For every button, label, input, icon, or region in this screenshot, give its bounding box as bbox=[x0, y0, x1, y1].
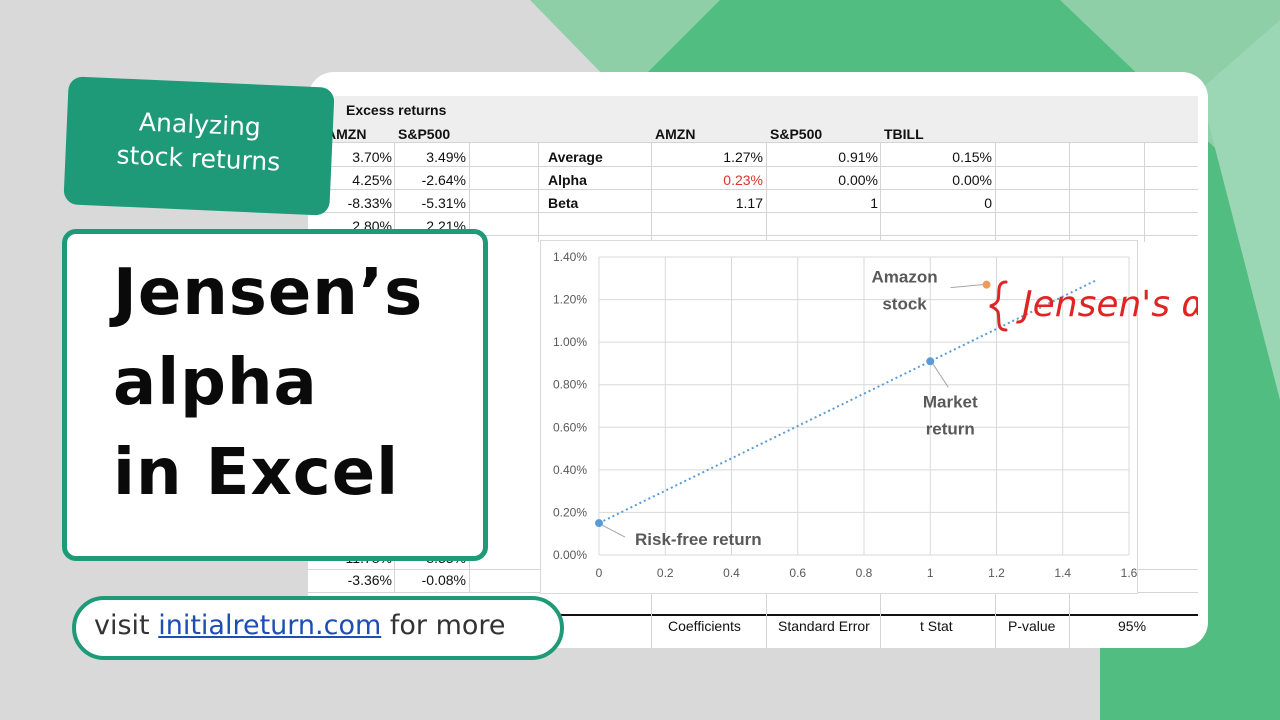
cell[interactable]: 3.49% bbox=[426, 149, 466, 165]
x-tick-label: 1.6 bbox=[1121, 566, 1137, 580]
chart-svg: 0 0.2 0.4 0.6 0.8 1 1.2 1.4 1.6 0.00% 0.20% 0.40% 0.… bbox=[553, 250, 1137, 580]
cell-alpha-amzn[interactable]: 0.23% bbox=[723, 172, 763, 188]
x-tick-label: 0 bbox=[596, 566, 603, 580]
x-tick-label: 1.2 bbox=[988, 566, 1005, 580]
leader-line bbox=[932, 364, 949, 388]
stats-header-tbill: TBILL bbox=[884, 126, 924, 142]
bottom-header-p-value: P-value bbox=[1008, 618, 1056, 634]
title-card: Jensen’s alpha in Excel bbox=[62, 229, 488, 561]
data-point bbox=[982, 280, 991, 289]
col-header-amzn: AMZN bbox=[326, 126, 367, 142]
leader-line bbox=[950, 284, 983, 289]
x-tick-label: 1.4 bbox=[1054, 566, 1071, 580]
footer-prefix: visit bbox=[94, 610, 159, 641]
cell[interactable]: -0.08% bbox=[421, 572, 466, 588]
x-tick-label: 0.2 bbox=[657, 566, 674, 580]
title-line-3: in Excel bbox=[113, 436, 400, 510]
spreadsheet: Excess returns AMZN S&P500 3.70% 3.49% 4… bbox=[308, 72, 1208, 648]
data-point bbox=[926, 357, 935, 366]
trendline bbox=[598, 279, 1097, 524]
stats-header-amzn: AMZN bbox=[655, 126, 696, 142]
cell[interactable]: 0.15% bbox=[952, 149, 992, 165]
x-tick-label: 0.6 bbox=[789, 566, 806, 580]
bottom-header-95: 95% bbox=[1118, 618, 1147, 634]
title-line-2: alpha bbox=[113, 346, 318, 420]
y-tick-label: 0.80% bbox=[553, 378, 587, 392]
handwritten-text: Jensen's α bbox=[1016, 284, 1198, 325]
y-tick-label: 0.60% bbox=[553, 420, 587, 434]
stats-label-alpha: Alpha bbox=[548, 172, 587, 188]
x-tick-label: 0.8 bbox=[856, 566, 873, 580]
y-tick-label: 1.40% bbox=[553, 250, 587, 264]
bottom-header-coefficients: Coefficients bbox=[668, 618, 741, 634]
x-tick-label: 1 bbox=[927, 566, 934, 580]
footer-suffix: for more bbox=[381, 610, 506, 641]
section-title: Excess returns bbox=[346, 102, 447, 118]
x-tick-label: 0.4 bbox=[723, 566, 740, 580]
website-link[interactable]: initialreturn.com bbox=[158, 610, 382, 641]
website-footer: visit initialreturn.com for more bbox=[72, 596, 564, 660]
header-band bbox=[308, 96, 1198, 142]
point-label-amazon-1: Amazon bbox=[872, 268, 938, 287]
bottom-header-t-stat: t Stat bbox=[920, 618, 953, 634]
point-label-risk-free: Risk-free return bbox=[635, 530, 762, 549]
cell[interactable]: 1 bbox=[870, 195, 878, 211]
topic-tag: Analyzing stock returns bbox=[63, 76, 335, 216]
point-label-market-2: return bbox=[926, 419, 975, 438]
point-label-amazon-2: stock bbox=[882, 295, 927, 314]
cell[interactable]: 0.91% bbox=[838, 149, 878, 165]
cell[interactable]: 0.00% bbox=[952, 172, 992, 188]
cell[interactable]: 1.27% bbox=[723, 149, 763, 165]
title-line-1: Jensen’s bbox=[113, 256, 424, 330]
cell[interactable]: 3.70% bbox=[352, 149, 392, 165]
y-tick-label: 1.00% bbox=[553, 335, 587, 349]
cell[interactable]: 4.25% bbox=[352, 172, 392, 188]
stats-label-average: Average bbox=[548, 149, 603, 165]
cell[interactable]: -2.64% bbox=[421, 172, 466, 188]
handwritten-jensens-alpha-annotation: Jensen's α bbox=[989, 280, 1198, 332]
cell[interactable]: 1.17 bbox=[735, 195, 763, 211]
y-tick-label: 0.40% bbox=[553, 463, 587, 477]
data-point bbox=[595, 519, 603, 528]
cell[interactable]: 0 bbox=[984, 195, 992, 211]
y-tick-label: 1.20% bbox=[553, 293, 587, 307]
cell[interactable]: 0.00% bbox=[838, 172, 878, 188]
bottom-header-standard-error: Standard Error bbox=[778, 618, 870, 634]
cell[interactable]: -8.33% bbox=[347, 195, 392, 211]
leader-line bbox=[601, 524, 626, 538]
scatter-chart[interactable]: 0 0.2 0.4 0.6 0.8 1 1.2 1.4 1.6 0.00% 0.20% 0.40% 0.… bbox=[540, 240, 1138, 594]
cell[interactable]: -3.36% bbox=[347, 572, 392, 588]
y-tick-label: 0.20% bbox=[553, 505, 587, 519]
point-label-market-1: Market bbox=[923, 392, 978, 411]
stats-header-sp500: S&P500 bbox=[770, 126, 823, 142]
stats-label-beta: Beta bbox=[548, 195, 579, 211]
col-header-sp500: S&P500 bbox=[398, 126, 451, 142]
y-tick-label: 0.00% bbox=[553, 548, 587, 562]
cell[interactable]: -5.31% bbox=[421, 195, 466, 211]
